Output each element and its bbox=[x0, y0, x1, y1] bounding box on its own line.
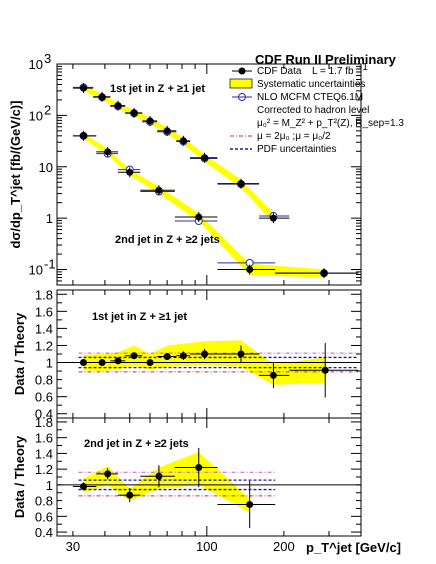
legend-lumi: L = 1.7 fb bbox=[312, 66, 354, 77]
legend-label-syst: Systematic uncertainties bbox=[257, 79, 365, 90]
data-point bbox=[130, 109, 138, 117]
ratio2-syst-band bbox=[83, 451, 250, 513]
ratio2-y-tick-label: 0.6 bbox=[35, 509, 53, 524]
data-point bbox=[179, 137, 187, 145]
ratio2-y-tick-label: 1.8 bbox=[35, 415, 53, 430]
legend-label-note1: Corrected to hadron level bbox=[257, 105, 369, 116]
ratio2-point bbox=[80, 482, 88, 490]
y-tick-label: 10 bbox=[29, 108, 43, 123]
ratio2-y-tick-label: 0.8 bbox=[35, 494, 53, 509]
y-tick-label: 10 bbox=[39, 160, 53, 175]
ratio2-y-tick-label: 1.4 bbox=[35, 446, 53, 461]
y-tick-label: 1 bbox=[46, 211, 53, 226]
ratio1-point bbox=[146, 359, 154, 367]
data-point bbox=[246, 266, 254, 274]
legend-label-note2: μ₀² = M_Z² + p_T²(Z), R_sep=1.3 bbox=[257, 118, 404, 129]
ratio1-point bbox=[114, 357, 122, 365]
ratio1-y-tick-label: 0.6 bbox=[35, 390, 53, 405]
legend-lumi-exp: -1 bbox=[359, 62, 368, 73]
ratio1-point bbox=[80, 359, 88, 367]
ratio2-y-tick-label: 0.4 bbox=[35, 525, 53, 540]
data-point bbox=[269, 214, 277, 222]
ratio2-point bbox=[155, 472, 163, 480]
y-tick-label-exp: 2 bbox=[44, 102, 51, 117]
data-point bbox=[195, 213, 203, 221]
ratio2-y-tick-label: 1.6 bbox=[35, 431, 53, 446]
ratio2-y-tick-label: 1 bbox=[46, 478, 53, 493]
ratio1-point bbox=[98, 359, 106, 367]
annotation-2nd-jet: 2nd jet in Z + ≥2 jets bbox=[115, 234, 220, 246]
legend-label-nlo: NLO MCFM CTEQ6.1M bbox=[257, 92, 363, 103]
ratio1-point bbox=[269, 371, 277, 379]
data-point bbox=[237, 180, 245, 188]
chart-title: CDF Run II Preliminary bbox=[255, 52, 397, 67]
ratio1-y-axis-label: Data / Theory bbox=[12, 312, 27, 395]
ratio1-y-tick-label: 0.4 bbox=[35, 407, 53, 422]
data-point bbox=[163, 127, 171, 135]
y-tick-label: 10 bbox=[29, 263, 43, 278]
ratio1-y-tick-label: 1.2 bbox=[35, 338, 53, 353]
ratio-panel-1st-jet: 0.4 0.6 0.8 1 1.2 1.4 1.6 1.8 Data / Theory bbox=[12, 287, 362, 422]
data-point bbox=[80, 132, 88, 140]
data-point bbox=[126, 168, 134, 176]
ratio2-annotation: 2nd jet in Z + ≥2 jets bbox=[84, 438, 189, 450]
ratio2-y-tick-label: 1.2 bbox=[35, 462, 53, 477]
data-point bbox=[146, 117, 154, 125]
ratio1-y-tick-label: 0.8 bbox=[35, 373, 53, 388]
legend-label-data: CDF Data bbox=[257, 66, 302, 77]
legend-label-mu: μ = 2μ₀ ;μ = μ₀/2 bbox=[257, 131, 331, 142]
ratio-panel-2nd-jet: 0.40.60.811.21.41.61.8 Data / Theory 30 100… bbox=[12, 415, 401, 555]
y-tick-label-exp: -1 bbox=[44, 257, 56, 272]
ratio1-point bbox=[237, 350, 245, 358]
ratio1-y-tick-label: 1.8 bbox=[35, 287, 53, 302]
data-point bbox=[201, 154, 209, 162]
x-tick-label: 200 bbox=[273, 539, 295, 554]
ratio2-y-axis-label: Data / Theory bbox=[12, 435, 27, 518]
data-point bbox=[114, 102, 122, 110]
ratio2-point bbox=[195, 464, 203, 472]
ratio2-point bbox=[104, 470, 112, 478]
legend-label-pdf: PDF uncertainties bbox=[257, 144, 336, 155]
y-tick-label-exp: 3 bbox=[44, 51, 51, 66]
y-tick-label: 10 bbox=[29, 57, 43, 72]
data-point bbox=[98, 93, 106, 101]
data-point bbox=[80, 84, 88, 92]
ratio1-point bbox=[163, 353, 171, 361]
ratio1-y-tick-label: 1.6 bbox=[35, 304, 53, 319]
ratio1-point bbox=[179, 352, 187, 360]
y-axis-label: dσ/dp_T^jet [fb/(GeV/c)] bbox=[8, 101, 23, 249]
annotation-1st-jet: 1st jet in Z + ≥1 jet bbox=[110, 83, 205, 95]
ratio1-point bbox=[130, 352, 138, 360]
x-tick-label: 100 bbox=[196, 539, 218, 554]
data-point bbox=[104, 148, 112, 156]
ratio2-point bbox=[246, 501, 254, 509]
ratio1-annotation: 1st jet in Z + ≥1 jet bbox=[92, 311, 187, 323]
legend-syst-box bbox=[229, 78, 253, 89]
data-point bbox=[320, 269, 328, 277]
data-point bbox=[155, 186, 163, 194]
ratio1-point bbox=[201, 350, 209, 358]
ratio1-y-tick-label: 1.4 bbox=[35, 321, 53, 336]
text-layer: CDF Run II Preliminary 1st jet in Z + ≥1… bbox=[84, 52, 397, 450]
ratio1-y-tick-label: 1 bbox=[46, 356, 53, 371]
x-tick-label: 30 bbox=[66, 539, 80, 554]
x-axis-label: p_T^jet [GeV/c] bbox=[306, 540, 401, 555]
ratio2-point bbox=[126, 491, 134, 499]
ratio1-point bbox=[321, 366, 329, 374]
